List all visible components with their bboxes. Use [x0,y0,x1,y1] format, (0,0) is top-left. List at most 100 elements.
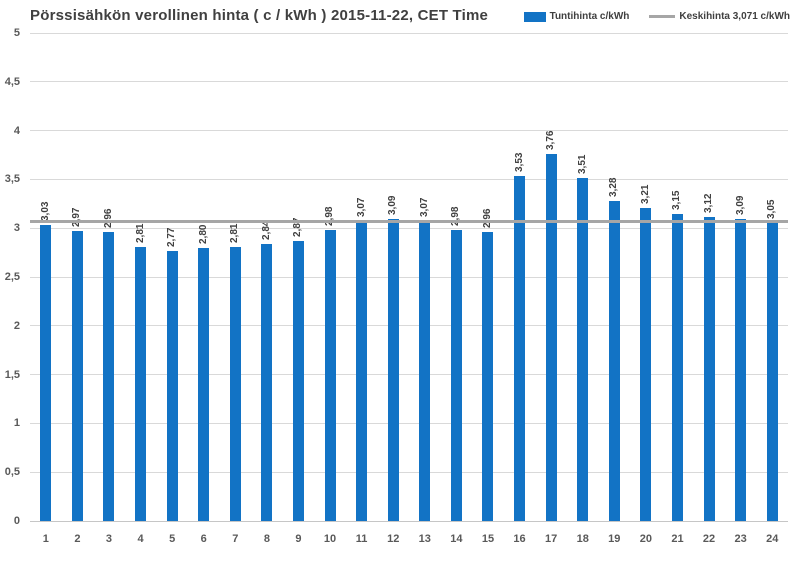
gridline [30,130,788,132]
x-tick-label: 6 [200,533,207,545]
y-tick-label: 1 [13,417,20,430]
y-tick-label: 4 [13,124,20,137]
bar [545,154,557,521]
x-tick-label: 10 [323,533,337,545]
bar-value-label: 3,21 [639,184,651,204]
y-tick-label: 3,5 [4,173,20,186]
x-tick-label: 15 [481,533,495,545]
legend-label: Tuntihinta c/kWh [549,11,630,22]
legend-item-keskihinta: Keskihinta 3,071 c/kWh [649,11,790,22]
x-tick-label: 17 [545,533,558,545]
x-tick-label: 16 [513,533,526,545]
x-tick-label: 8 [263,533,270,545]
x-axis-line [30,520,788,522]
x-tick-label: 23 [734,533,747,545]
bar-value-label: 3,28 [608,177,620,197]
x-tick-label: 12 [387,533,400,545]
y-tick-label: 3 [13,222,20,235]
bar-value-label: 3,53 [513,153,525,173]
y-tick-label: 5 [13,27,20,39]
bar [482,232,494,521]
x-tick-label: 2 [74,533,81,545]
bar-value-label: 2,77 [166,227,178,247]
bar [324,230,336,521]
bar [450,230,462,521]
bar [261,243,273,521]
bar [40,225,52,521]
x-tick-label: 14 [450,533,463,545]
x-tick-label: 11 [355,533,368,545]
x-tick-label: 3 [105,533,113,545]
bar-value-label: 2,84 [260,220,272,240]
bar [356,221,368,521]
bar-value-label: 3,07 [355,197,367,218]
bar [577,178,589,521]
legend-label: Keskihinta 3,071 c/kWh [679,11,790,22]
x-tick-label: 19 [608,533,621,545]
gridline [30,374,788,376]
bar-value-label: 3,07 [418,197,430,218]
x-tick-label: 21 [671,533,684,545]
bar-value-label: 3,51 [576,154,588,175]
bar [703,216,715,521]
x-tick-label: 22 [702,533,716,545]
y-tick-label: 0,5 [4,466,20,479]
legend-item-tuntihinta: Tuntihinta c/kWh [523,11,630,22]
x-tick-label: 9 [295,533,302,545]
bar-value-label: 3,03 [39,201,51,222]
bar-value-label: 2,96 [102,208,114,229]
x-tick-label: 13 [418,533,431,545]
bar-value-label: 2,97 [71,207,83,228]
bar-value-label: 2,98 [450,206,462,227]
bar [766,223,778,521]
bar-value-label: 3,76 [545,130,557,151]
average-line [30,219,788,223]
bar-value-label: 3,09 [387,195,399,216]
bar [419,221,431,521]
bar-value-label: 3,09 [734,195,746,216]
x-tick-label: 18 [576,533,589,545]
x-tick-label: 7 [232,533,239,545]
bar [135,246,147,521]
bar [292,240,304,521]
bar-value-label: 2,98 [324,206,336,227]
x-tick-label: 20 [639,533,652,545]
bar [387,219,399,521]
gridline [30,81,788,83]
x-tick-label: 5 [169,533,176,545]
y-tick-label: 4,5 [4,75,20,88]
x-tick-label: 4 [137,533,144,545]
gridline [30,178,788,180]
bar-value-label: 3,12 [703,193,715,213]
legend: Tuntihinta c/kWh Keskihinta 3,071 c/kWh [523,11,790,22]
bar [166,250,178,521]
gridline [30,276,788,278]
y-tick-label: 1,5 [4,368,20,381]
line-swatch-icon [649,15,676,18]
chart-title: Pörssisähkön verollinen hinta ( c / kWh … [30,7,489,24]
bar [671,213,683,521]
bar-value-label: 3,15 [671,190,683,210]
gridline [30,422,788,424]
gridline [30,471,788,473]
bar-value-label: 3,05 [766,199,778,220]
x-tick-label: 1 [42,533,49,545]
bar-value-label: 2,96 [481,208,493,229]
gridline [30,227,788,229]
bar [71,231,83,521]
gridline [30,325,788,327]
bar [608,200,620,521]
x-tick-label: 24 [766,533,779,545]
y-tick-label: 2,5 [4,271,20,283]
bar [229,246,241,521]
bar-value-label: 2,81 [229,223,241,243]
y-tick-label: 0 [13,515,20,527]
y-axis-labels: 0 0,5 1 1,5 2 2,5 3 3,5 4 4,5 5 [0,27,20,527]
bar-value-label: 2,81 [134,223,146,243]
bar [514,176,526,521]
gridline [30,32,788,34]
bar-value-label: 2,80 [197,224,209,244]
bar [198,247,210,521]
bar [103,232,115,521]
